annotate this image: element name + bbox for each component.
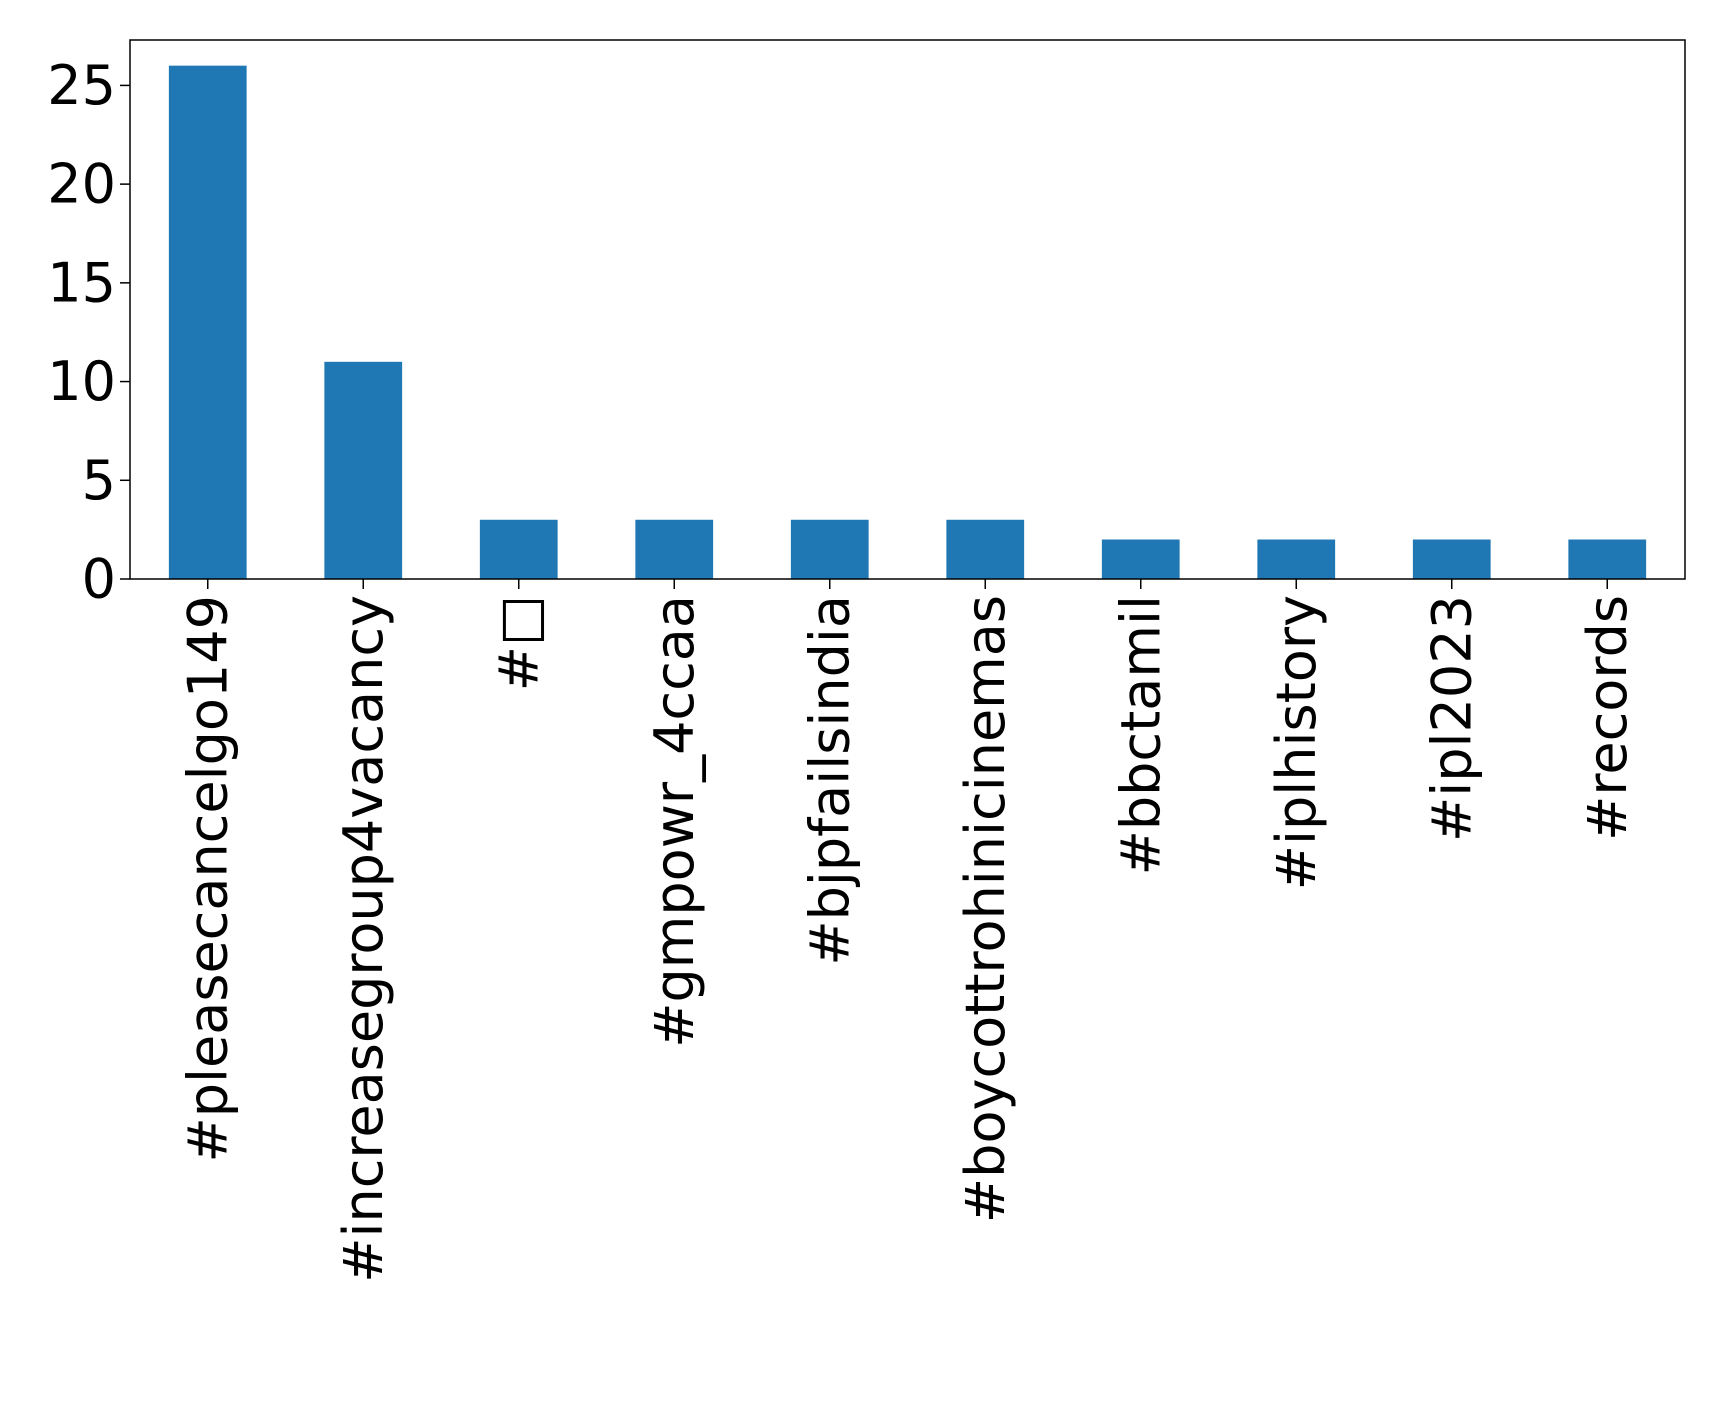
- x-tick-label-9: #records: [1576, 595, 1639, 841]
- y-tick-label-4: 20: [47, 153, 116, 216]
- x-tick-label-1: #increasegroup4vacancy: [332, 595, 395, 1283]
- bar-0: [168, 65, 247, 579]
- x-tick-label-7: #iplhistory: [1265, 595, 1328, 890]
- y-tick-label-5: 25: [47, 54, 116, 117]
- y-tick-label-2: 10: [47, 350, 116, 413]
- x-tick-label-6: #bbctamil: [1109, 595, 1172, 875]
- x-tick-label-2: #□: [487, 595, 550, 691]
- y-axis: 0 5 10 15 20 25: [47, 54, 130, 611]
- y-tick-label-1: 5: [82, 449, 116, 512]
- bar-2: [479, 519, 558, 579]
- bar-5: [946, 519, 1025, 579]
- bar-8: [1412, 539, 1491, 579]
- bars-group: [168, 65, 1647, 579]
- bar-9: [1568, 539, 1647, 579]
- x-tick-label-0: #pleasecancelgo149: [176, 595, 239, 1163]
- bar-1: [324, 361, 403, 579]
- bar-6: [1101, 539, 1180, 579]
- y-tick-label-0: 0: [82, 548, 116, 611]
- plot-frame: [129, 39, 1686, 580]
- y-tick-label-3: 15: [47, 251, 116, 314]
- x-axis: #pleasecancelgo149 #increasegroup4vacancy…: [176, 579, 1639, 1283]
- x-tick-label-3: #gmpowr_4ccaa: [643, 595, 706, 1048]
- bar-7: [1257, 539, 1336, 579]
- x-tick-label-8: #ipl2023: [1420, 595, 1483, 842]
- bar-3: [635, 519, 714, 579]
- bar-4: [790, 519, 869, 579]
- x-tick-label-5: #boycottrohinicinemas: [954, 595, 1017, 1223]
- x-tick-label-4: #bjpfailsindia: [798, 595, 861, 966]
